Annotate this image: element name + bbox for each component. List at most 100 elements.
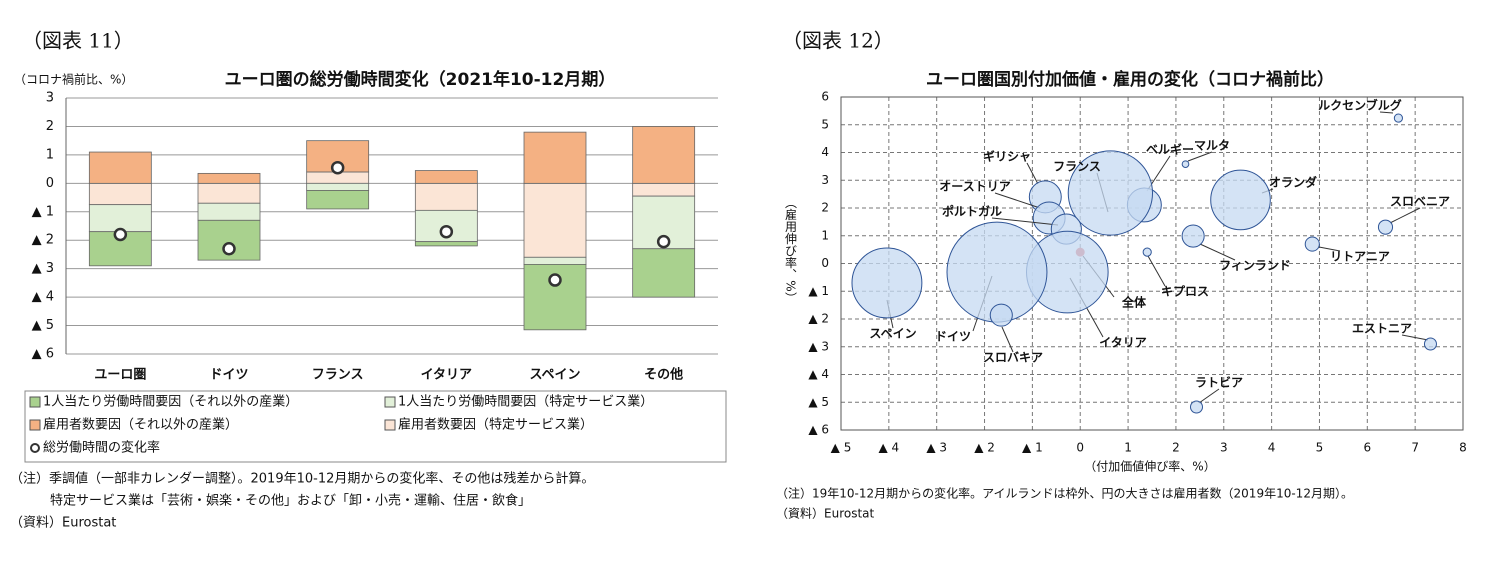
bubble	[1393, 113, 1403, 123]
point-label: エストニア	[1352, 322, 1412, 336]
leader-line	[1389, 207, 1421, 224]
marker	[548, 273, 562, 287]
leader-line	[1199, 243, 1236, 261]
x-tick-label: ▲ 5	[831, 441, 852, 455]
x-tick-label: ▲ 4	[879, 441, 900, 455]
bar-segment	[414, 241, 478, 247]
leader-line	[1147, 255, 1166, 287]
bubble	[1181, 160, 1190, 168]
point-label: フランス	[1053, 160, 1101, 174]
y-tick-label: 2	[46, 119, 54, 134]
x-tick-label: 0	[1076, 441, 1084, 455]
chart-title: ユーロ圏国別付加価値・雇用の変化（コロナ禍前比）	[926, 69, 1334, 90]
point-label: ポルトガル	[942, 204, 1002, 219]
x-tick-label: ▲ 1	[1022, 441, 1043, 455]
y-tick-label: 3	[821, 173, 829, 187]
y-tick-label: ▲ 5	[808, 395, 829, 409]
x-tick-label: 3	[1220, 441, 1228, 455]
note: 特定サービス業は「芸術・娯楽・その他」および「卸・小売・運輸、住居・飲食」	[50, 493, 531, 509]
legend-label: 1人当たり労働時間要因（特定サービス業）	[398, 394, 653, 410]
point-label: リトアニア	[1330, 250, 1390, 264]
figure-label: （図表 12）	[782, 29, 894, 53]
y-tick-label: ▲ 3	[32, 261, 54, 276]
y-tick-label: 3	[46, 91, 54, 106]
x-tick-label: イタリア	[421, 368, 472, 383]
plot-frame	[840, 96, 1464, 431]
y-tick-label: 4	[821, 145, 829, 159]
point-label: イタリア	[1099, 336, 1147, 350]
marker	[656, 234, 671, 249]
x-tick-label: その他	[644, 367, 683, 383]
bar-segment	[523, 182, 587, 258]
y-tick-label: ▲ 2	[808, 312, 829, 326]
point-label: スロバキア	[983, 351, 1043, 365]
bubble	[1423, 337, 1437, 351]
y-tick-label: ▲ 4	[808, 367, 829, 381]
legend-swatch	[29, 396, 41, 408]
y-tick-label: ▲ 5	[32, 318, 54, 333]
y-tick-label: 0	[821, 256, 829, 270]
leader-line	[1318, 246, 1341, 252]
x-tick-label: 7	[1411, 441, 1419, 455]
leader-line	[1001, 326, 1014, 353]
bar-segment	[632, 248, 696, 298]
legend-label: 1人当たり労働時間要因（それ以外の産業）	[43, 394, 298, 410]
bubble	[1210, 169, 1271, 231]
legend-swatch	[384, 396, 396, 408]
marker	[330, 160, 345, 175]
point-label: 全体	[1121, 295, 1147, 310]
x-axis-label: （付加価値伸び率、%）	[1084, 459, 1215, 474]
y-tick-label: ▲ 4	[32, 290, 54, 305]
y-tick-label: 6	[821, 90, 829, 104]
x-tick-label: 4	[1268, 441, 1276, 455]
y-tick-label: 1	[46, 147, 54, 162]
point-label: オーストリア	[939, 180, 1010, 194]
leader-line	[1187, 151, 1213, 162]
bubble	[989, 303, 1013, 327]
note: （注）19年10-12月期からの変化率。アイルランドは枠外、円の大きさは雇用者数…	[776, 486, 1353, 501]
bubble	[1067, 150, 1154, 236]
x-tick-label: ▲ 3	[926, 441, 947, 455]
bar-segment	[306, 182, 370, 191]
bubble	[1189, 400, 1204, 414]
x-tick-label: 8	[1459, 441, 1467, 455]
point-label: ラトビア	[1195, 375, 1243, 390]
figure-label: （図表 11）	[22, 29, 134, 53]
x-tick-label: スペイン	[529, 368, 580, 383]
bar-segment	[197, 202, 261, 221]
y-tick-label: 2	[821, 201, 829, 215]
leader-line	[1026, 162, 1039, 185]
bar-segment	[197, 182, 261, 204]
leader-line	[1198, 388, 1220, 404]
x-tick-label: 1	[1124, 441, 1132, 455]
y-tick-label: ▲ 1	[32, 204, 54, 219]
legend-box	[24, 390, 727, 463]
note: （注）季調値（一部非カレンダー調整）。2019年10-12月期からの変化率、その…	[10, 471, 594, 487]
chart-title: ユーロ圏の総労働時間変化（2021年10-12月期）	[225, 69, 616, 90]
bar-segment	[414, 170, 478, 184]
bar-segment	[197, 172, 261, 184]
y-tick-label: ▲ 2	[32, 233, 54, 248]
x-tick-label: フランス	[312, 368, 364, 383]
legend-swatch	[384, 419, 396, 431]
x-tick-label: 2	[1172, 441, 1180, 455]
bar-segment	[414, 182, 478, 211]
bar-segment	[88, 151, 152, 184]
y-tick-label: ▲ 6	[808, 423, 829, 437]
y-axis-label: （雇用伸び率、%）	[784, 196, 798, 303]
bubble	[1304, 236, 1320, 252]
x-tick-label: ユーロ圏	[94, 368, 146, 383]
leader-line	[1401, 334, 1429, 341]
source: （資料）Eurostat	[776, 507, 875, 521]
point-label: マルタ	[1194, 139, 1230, 153]
marker	[439, 224, 454, 239]
y-tick-label: ▲ 1	[808, 284, 829, 298]
bar-segment	[306, 190, 370, 210]
point-label: スペイン	[869, 327, 916, 341]
x-tick-label: 6	[1363, 441, 1371, 455]
source: （資料）Eurostat	[10, 516, 116, 531]
bubble	[1377, 219, 1394, 235]
legend-label: 雇用者数要因（それ以外の産業）	[43, 417, 238, 433]
bubble	[851, 247, 923, 319]
legend-label: 雇用者数要因（特定サービス業）	[398, 417, 593, 433]
